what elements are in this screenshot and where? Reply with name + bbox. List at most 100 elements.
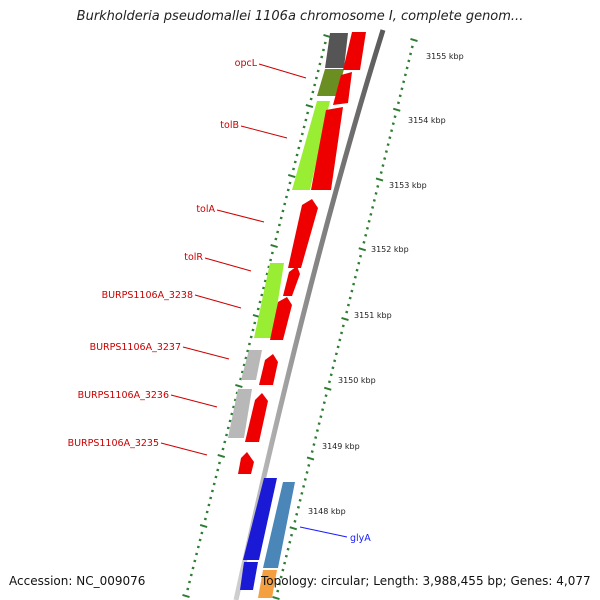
leader-line [194,294,242,309]
scale-tick [303,478,307,481]
gene-arrow [259,354,278,385]
leader-line [258,63,307,79]
gene-label[interactable]: opcL [235,58,258,69]
scale-tick [286,188,290,192]
leader-line [170,394,218,408]
gene-arrow [258,570,277,598]
gene-arrow [283,266,300,296]
scale-tick [186,587,190,591]
scale-tick [331,366,335,370]
label-leaders [160,63,348,538]
scale-tick [374,192,378,195]
feature-block [292,101,330,190]
accession-text: Accession: NC_009076 [9,574,146,588]
scale-tick [323,386,332,391]
scale-tick [384,150,388,154]
scale-tick [352,282,356,286]
scale-tick [249,335,253,339]
scale-tick [290,533,294,537]
scale-tick [281,568,285,572]
gene-label[interactable]: BURPS1106A_3238 [102,290,193,301]
scale-tick [381,164,385,167]
scale-tick [329,373,333,377]
scale-tick [355,268,359,272]
gene-labels: opcL tolB tolA tolR BURPS1106A_3238 BURP… [68,58,372,544]
gene-label[interactable]: glyA [350,533,371,544]
scale-labels: 3155 kbp 3154 kbp 3153 kbp 3152 kbp 3151… [308,52,464,516]
scale-tick [225,433,229,437]
scale-tick [367,219,371,223]
gene-arrow [270,297,292,340]
scale-tick [288,540,292,544]
leader-line [182,346,230,360]
scale-tick [296,505,300,509]
scale-tick [277,223,281,227]
scale-tick [283,561,287,565]
scale-tick [310,450,314,453]
scale-tick [253,321,257,325]
scale-tick [279,216,283,220]
scale-tick [262,286,266,290]
gene-label[interactable]: tolB [220,120,239,131]
scale-tick [246,349,250,353]
scale-tick [324,394,328,398]
scale-tick [217,461,222,465]
scale-tick [315,429,319,433]
gene-arrow [311,107,343,190]
scale-tick [203,517,207,521]
gene-label[interactable]: tolR [184,252,203,263]
scale-tick [407,59,411,63]
scale-tick [216,468,220,472]
tick-label: 3155 kbp [426,52,464,61]
scale-tick [293,519,297,523]
scale-tick [235,383,243,389]
scale-tick [291,167,296,171]
scale-tick [345,310,349,314]
scale-tick [322,401,326,405]
scale-tick [207,503,211,507]
scale-tick [210,489,214,493]
gene-label[interactable]: BURPS1106A_3237 [90,342,181,353]
scale-tick [258,300,262,304]
scale-tick [321,408,325,412]
scale-tick [392,107,401,112]
scale-tick [284,554,288,558]
tick-label: 3152 kbp [371,245,409,254]
scale-tick [317,422,321,426]
scale-tick [341,324,345,328]
scale-tick [244,356,248,360]
scale-tick [302,484,306,488]
leader-line [240,125,288,139]
scale-tick [334,352,338,356]
scale-tick [188,580,192,584]
scale-tick [314,76,318,80]
feature-block [325,33,348,68]
gene-label[interactable]: BURPS1106A_3236 [78,390,169,401]
inner-features [228,33,348,590]
scale-tick [338,338,342,342]
scale-tick [256,307,260,311]
scale-tick [247,342,251,346]
scale-tick [212,482,216,486]
gene-label[interactable]: tolA [196,204,215,215]
scale-tick [341,316,349,322]
scale-tick [226,426,230,430]
scale-tick [410,45,414,49]
feature-block [243,478,277,560]
scale-tick [364,233,368,237]
scale-tick [302,125,306,129]
gene-label[interactable]: BURPS1106A_3235 [68,438,159,449]
scale-tick [357,261,361,265]
scale-tick [309,97,313,101]
scale-tick [379,171,383,174]
topology-text: Topology: circular; Length: 3,988,455 bp… [261,574,591,588]
scale-tick [327,380,331,384]
scale-tick [376,185,380,188]
scale-tick [196,545,200,549]
scale-tick [398,94,402,98]
tick-label: 3149 kbp [322,442,360,451]
scale-tick [293,160,297,164]
scale-tick [270,251,274,255]
scale-tick [369,212,373,216]
